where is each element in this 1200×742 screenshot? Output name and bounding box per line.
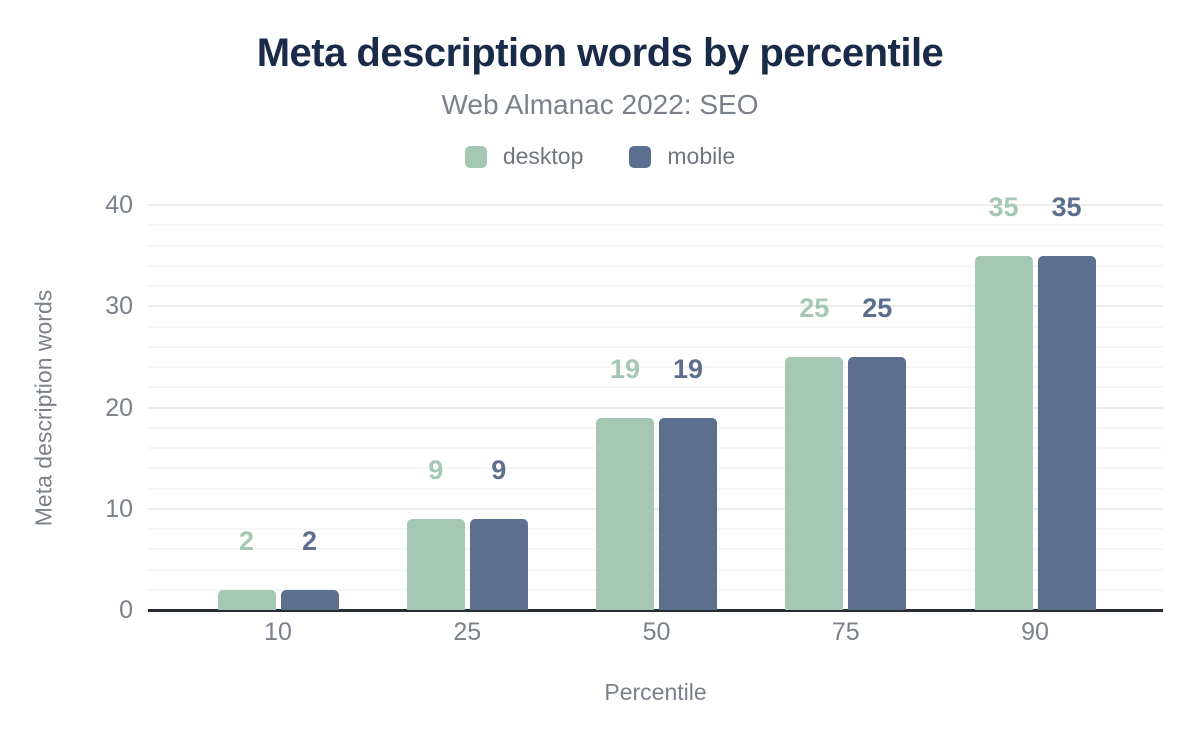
gridline-minor [148, 568, 1163, 571]
bar-label-mobile-p25: 9 [491, 454, 507, 485]
gridline-minor [148, 426, 1163, 429]
bar-label-mobile-p50: 19 [672, 353, 704, 384]
bar-label-desktop-p90: 35 [988, 191, 1019, 222]
legend-item-desktop[interactable]: desktop [464, 143, 584, 170]
bar-label-mobile-p90: 35 [1051, 191, 1082, 222]
bar-label-desktop-p75: 25 [799, 292, 830, 323]
gridline-minor [148, 447, 1163, 449]
y-tick-label: 0 [119, 596, 133, 624]
plot-area: 0 10 20 30 40 10 25 50 75 90 2 9 19 25 35 2 9 19 25 35 [105, 192, 1163, 645]
bar-desktop-p50[interactable] [596, 417, 654, 610]
gridline-minor [148, 366, 1163, 368]
bar-label-mobile-p75: 25 [862, 292, 893, 323]
x-tick-label: 10 [264, 618, 292, 646]
x-axis-line [148, 609, 1163, 612]
x-tick-label: 90 [1021, 618, 1049, 646]
gridline-minor [148, 487, 1163, 490]
bar-label-desktop-p25: 9 [428, 454, 444, 485]
x-tick-label: 75 [831, 618, 860, 646]
x-axis-title: Percentile [604, 679, 707, 705]
legend-swatch-desktop [464, 145, 487, 168]
gridline-minor [148, 244, 1163, 247]
bar-mobile-p10[interactable] [280, 589, 339, 610]
x-tick-label: 25 [453, 618, 482, 646]
bar-desktop-p10[interactable] [217, 589, 276, 610]
bar-desktop-p25[interactable] [406, 518, 465, 610]
gridline-minor [148, 325, 1163, 328]
x-tick-label: 50 [642, 618, 671, 646]
bar-desktop-p90[interactable] [974, 255, 1033, 610]
bar-label-desktop-p10: 2 [238, 525, 255, 556]
gridline-minor [148, 264, 1163, 267]
legend-swatch-mobile [629, 145, 652, 168]
chart-title: Meta description words by percentile [256, 31, 944, 75]
bar-mobile-p50[interactable] [659, 417, 717, 610]
bar-label-mobile-p10: 2 [301, 525, 318, 556]
gridline-minor [148, 345, 1163, 348]
y-tick-label: 10 [105, 494, 133, 523]
gridline-minor [148, 224, 1163, 227]
gridline-minor [148, 386, 1163, 389]
gridline-minor [148, 285, 1163, 287]
gridline-minor [148, 528, 1163, 530]
legend: desktop mobile [0, 143, 1200, 170]
gridline-major [148, 204, 1163, 206]
legend-label-desktop: desktop [502, 143, 584, 169]
y-tick-label: 20 [105, 393, 133, 422]
gridline-major [148, 507, 1163, 510]
gridline-minor [148, 467, 1163, 470]
gridline-minor [148, 548, 1163, 551]
bar-desktop-p75[interactable] [785, 356, 844, 610]
y-axis-title: Meta description words [30, 289, 57, 527]
y-tick-label: 30 [105, 292, 133, 321]
bar-mobile-p75[interactable] [848, 356, 907, 610]
gridline-minor [148, 588, 1163, 591]
legend-label-mobile: mobile [667, 143, 736, 169]
gridline-major [148, 305, 1163, 308]
y-tick-label: 40 [105, 191, 133, 219]
gridline-major [148, 406, 1163, 409]
bar-label-desktop-p50: 19 [609, 353, 641, 384]
bar-mobile-p25[interactable] [469, 518, 528, 610]
legend-item-mobile[interactable]: mobile [629, 143, 735, 170]
bar-mobile-p90[interactable] [1037, 255, 1096, 610]
chart-subtitle: Web Almanac 2022: SEO [441, 89, 759, 120]
